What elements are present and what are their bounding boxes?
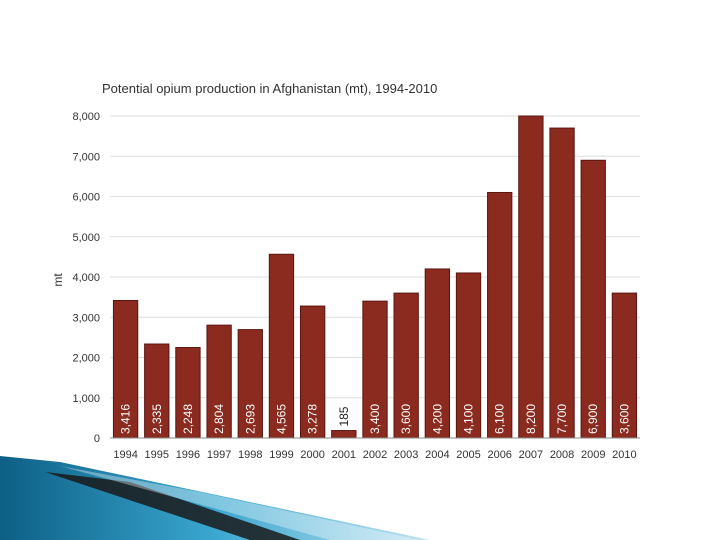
- data-labels: 3,416 2,335 2,248 2,804 2,693 4,565 3,278 185 3,…: [119, 404, 632, 434]
- data-label: 4,100: [462, 404, 476, 434]
- x-tick-label: 1997: [207, 449, 231, 461]
- data-label: 6,900: [586, 404, 600, 434]
- y-tick-label: 8,000: [72, 111, 100, 123]
- x-tick-label: 2006: [487, 449, 511, 461]
- bar: [580, 159, 606, 439]
- bar: [299, 305, 326, 439]
- data-label: 8,200: [524, 404, 538, 434]
- x-tick-label: 1999: [269, 449, 293, 461]
- decorative-ribbon: [0, 456, 430, 540]
- data-label: 185: [337, 406, 351, 426]
- x-tick-label: 1996: [176, 449, 200, 461]
- data-label: 2,693: [243, 404, 257, 434]
- data-label: 2,804: [212, 404, 226, 434]
- data-label: 7,700: [555, 404, 569, 434]
- x-tick-label: 2005: [456, 449, 480, 461]
- y-tick-label: 5,000: [72, 232, 100, 244]
- bar: [455, 272, 482, 439]
- chart-title: Potential opium production in Afghanista…: [102, 81, 437, 96]
- x-tick-label: 2000: [300, 449, 324, 461]
- x-tick-label: 2001: [332, 449, 356, 461]
- data-label: 4,200: [430, 404, 444, 434]
- bar: [237, 329, 263, 439]
- bars: [112, 115, 638, 439]
- x-tick-labels: 1994 1995 1996 1997 1998 1999 2000 2001 2002 2003…: [113, 449, 636, 461]
- y-tick-label: 4,000: [72, 272, 100, 284]
- data-label: 2,248: [181, 404, 195, 434]
- y-tick-label: 1,000: [72, 393, 100, 405]
- data-label: 3,400: [368, 404, 382, 434]
- x-tick-label: 2002: [363, 449, 387, 461]
- y-tick-labels: 0 1,000 2,000 3,000 4,000 5,000 6,000 7,000 8,00…: [72, 111, 100, 445]
- bar: [362, 300, 388, 439]
- data-label: 4,565: [274, 404, 288, 434]
- bar: [268, 253, 295, 439]
- y-axis-label: mt: [51, 273, 65, 287]
- x-tick-label: 1994: [113, 449, 137, 461]
- bar: [487, 191, 513, 439]
- bar: [112, 300, 139, 439]
- data-label: 6,100: [493, 404, 507, 434]
- bar: [549, 127, 575, 439]
- data-label: 2,335: [150, 404, 164, 434]
- y-tick-label: 3,000: [72, 312, 100, 324]
- bar: [144, 343, 170, 439]
- x-tick-label: 2009: [581, 449, 605, 461]
- bar: [393, 292, 419, 439]
- data-label: 3,278: [306, 404, 320, 434]
- y-tick-label: 0: [94, 433, 100, 445]
- x-tick-label: 2004: [425, 449, 449, 461]
- x-tick-label: 1995: [145, 449, 169, 461]
- data-label: 3,600: [617, 404, 631, 434]
- data-label: 3,416: [119, 404, 133, 434]
- x-tick-label: 1998: [238, 449, 262, 461]
- y-tick-label: 2,000: [72, 353, 100, 365]
- bar: [331, 430, 357, 439]
- data-label: 3,600: [399, 404, 413, 434]
- x-tick-label: 2007: [519, 449, 543, 461]
- x-tick-label: 2003: [394, 449, 418, 461]
- y-tick-label: 7,000: [72, 151, 100, 163]
- y-tick-label: 6,000: [72, 192, 100, 204]
- x-tick-label: 2008: [550, 449, 574, 461]
- bar: [611, 292, 638, 439]
- x-tick-label: 2010: [612, 449, 636, 461]
- bar: [206, 324, 232, 439]
- bar: [518, 115, 544, 439]
